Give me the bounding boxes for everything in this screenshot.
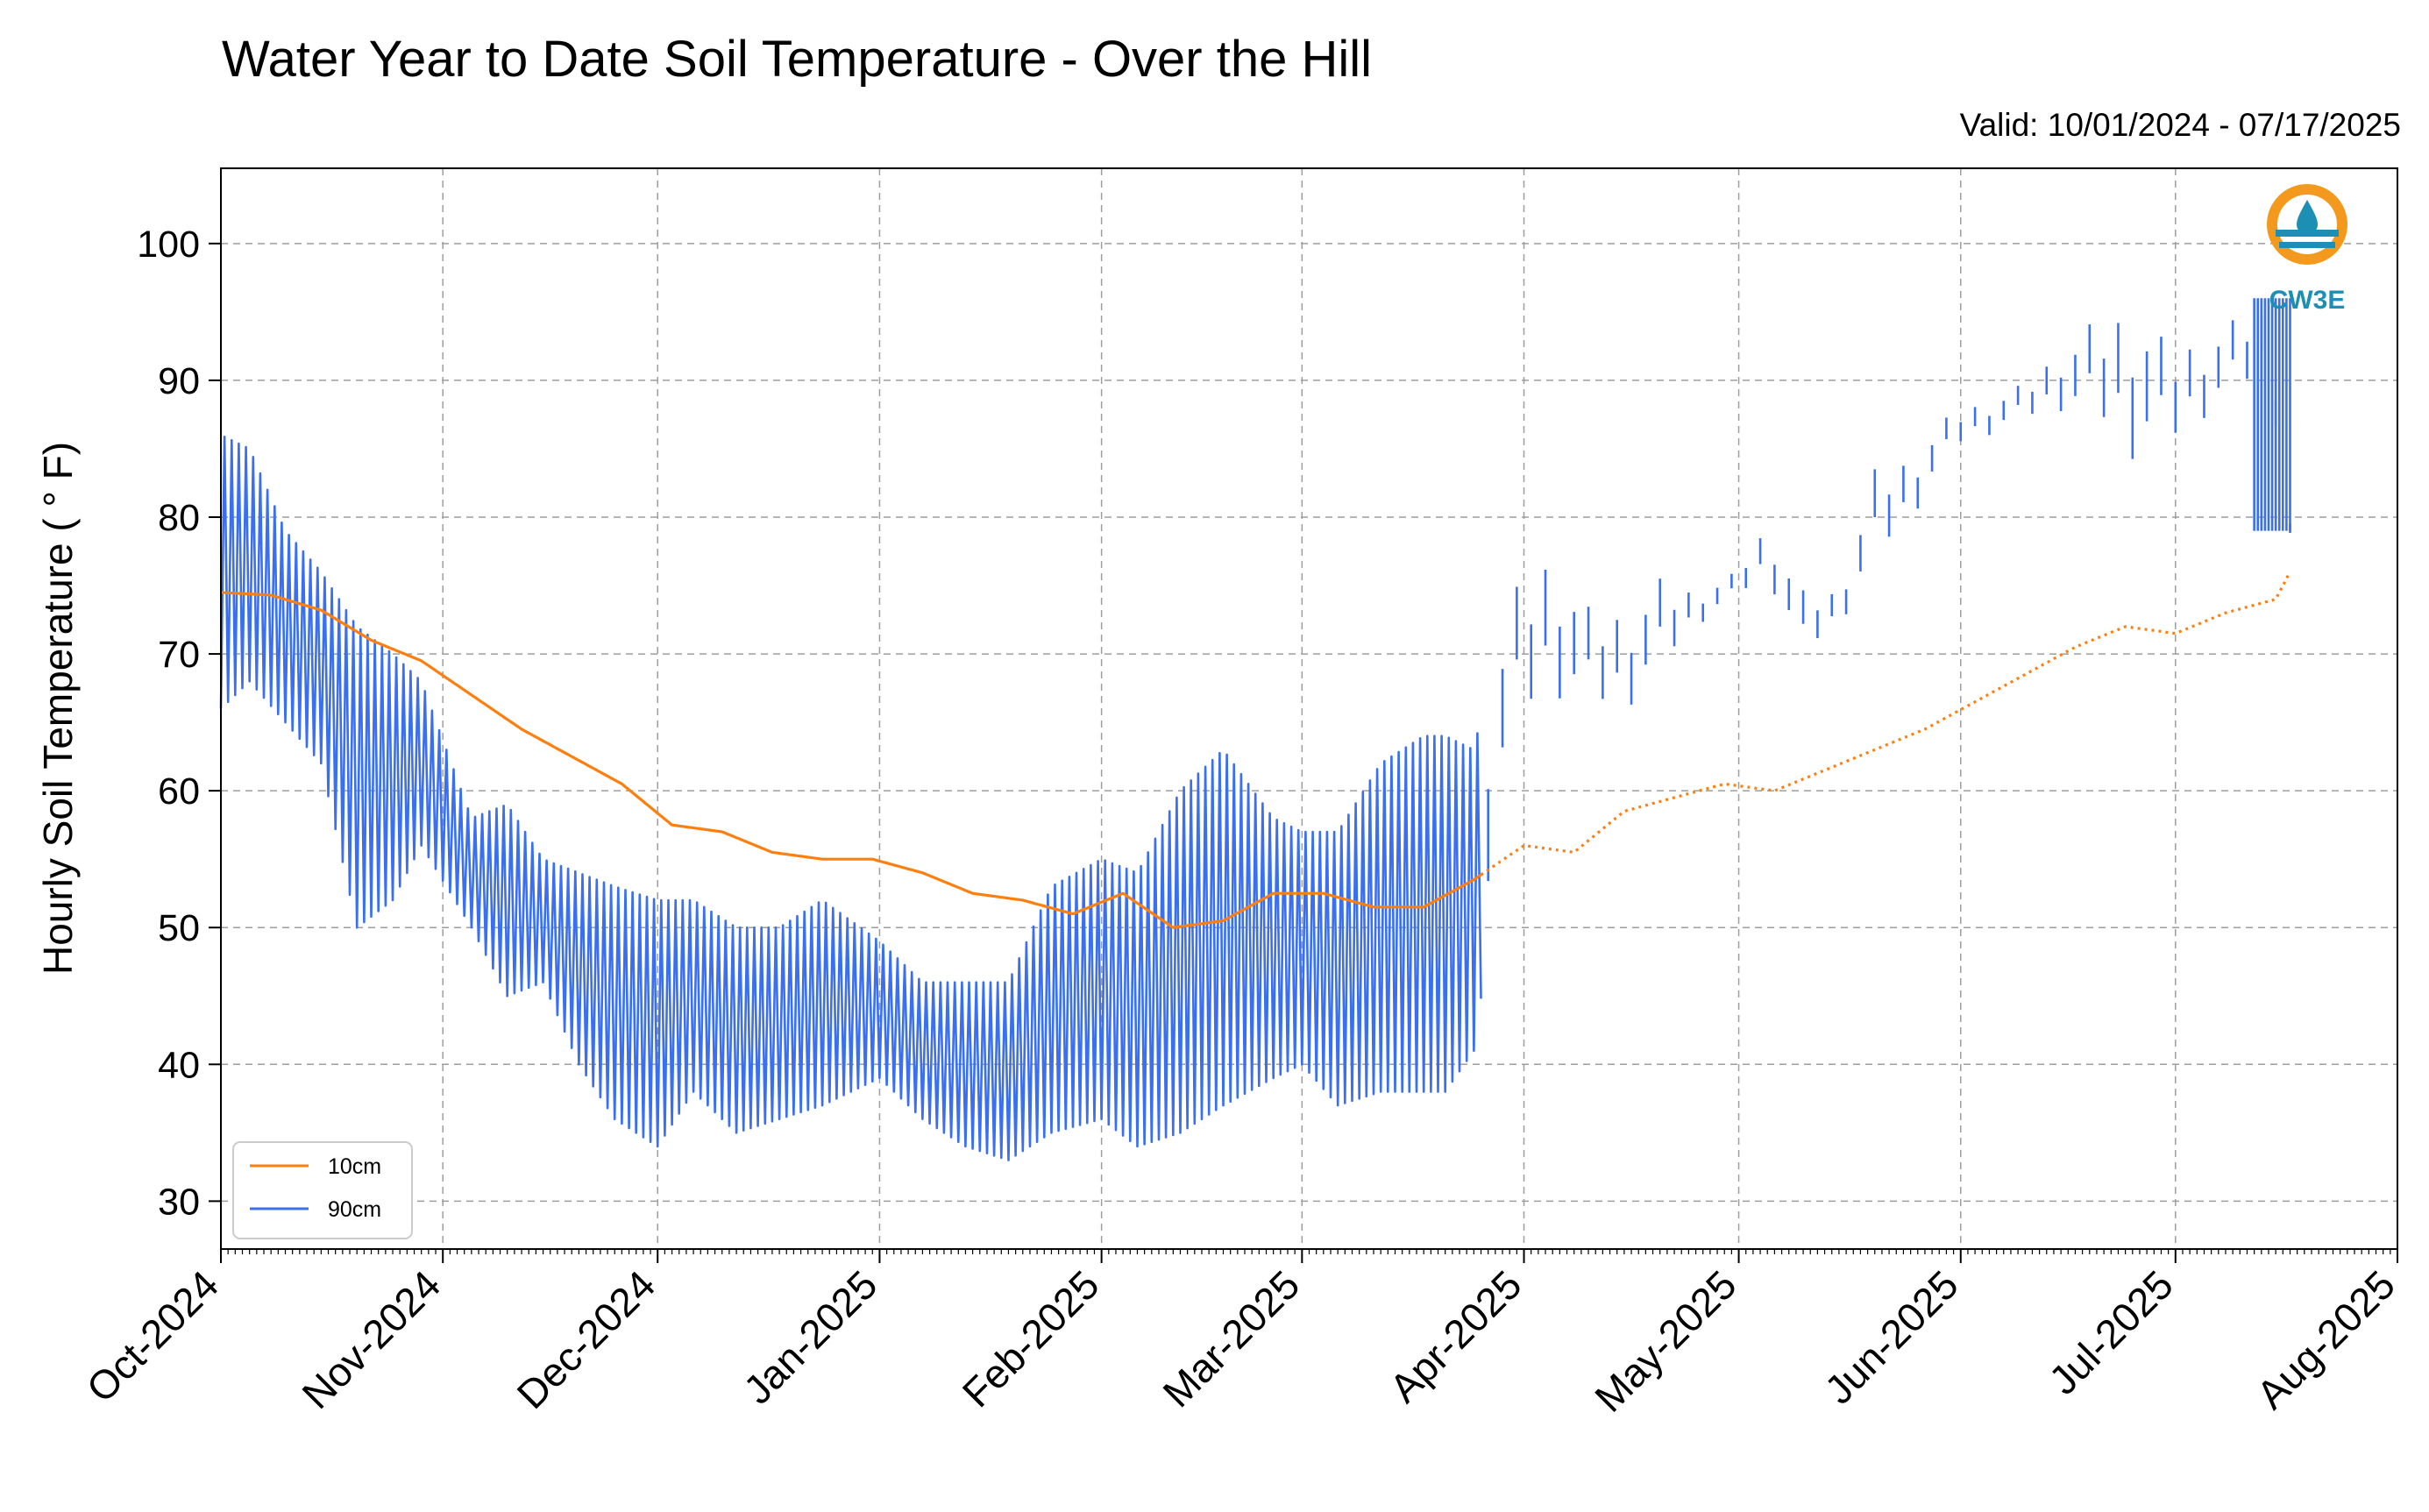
y-axis-label: Hourly Soil Temperature ( ° F) (35, 442, 81, 975)
y-tick-label: 70 (158, 634, 200, 676)
x-tick-label: Aug-2025 (2248, 1261, 2404, 1417)
y-tick-label: 100 (137, 224, 200, 266)
legend: 10cm 90cm (232, 1141, 413, 1239)
y-tick-label: 30 (158, 1181, 200, 1223)
x-tick-label: Jan-2025 (735, 1261, 885, 1412)
x-tick-label: Feb-2025 (954, 1261, 1108, 1416)
y-axis: 30 40 50 60 70 80 90 100 (137, 224, 221, 1223)
line-10cm-sparse (1480, 571, 2291, 877)
y-tick-label: 90 (158, 360, 200, 402)
x-tick-label: Jul-2025 (2040, 1261, 2182, 1403)
x-tick-label: Dec-2024 (508, 1261, 664, 1417)
y-tick-label: 80 (158, 497, 200, 539)
line-10cm (220, 591, 1482, 929)
x-tick-label: May-2025 (1586, 1261, 1744, 1420)
chart-subtitle: Valid: 10/01/2024 - 07/17/2025 (1959, 107, 2401, 143)
line-90cm (219, 435, 1482, 1161)
y-tick-label: 40 (158, 1044, 200, 1086)
x-tick-label: Mar-2025 (1154, 1261, 1308, 1416)
grid (220, 168, 2398, 1249)
cw3e-logo: CW3E (2267, 184, 2347, 315)
legend-box (232, 1141, 413, 1239)
logo-drop-icon (2297, 200, 2318, 235)
legend-label-10cm: 10cm (328, 1154, 381, 1179)
plot-frame (220, 167, 2398, 1250)
logo-wave-2 (2279, 242, 2335, 248)
chart-title: Water Year to Date Soil Temperature - Ov… (222, 31, 1373, 88)
logo-text: CW3E (2269, 286, 2346, 315)
x-tick-label: Apr-2025 (1381, 1261, 1531, 1411)
series-90cm (219, 298, 2291, 1161)
legend-label-90cm: 90cm (328, 1197, 381, 1222)
x-tick-label: Jun-2025 (1815, 1261, 1966, 1412)
series-10cm (220, 571, 2291, 929)
x-tick-label: Nov-2024 (293, 1261, 449, 1417)
y-tick-label: 60 (158, 770, 200, 813)
y-tick-label: 50 (158, 907, 200, 949)
x-axis: Oct-2024 Nov-2024 Dec-2024 Jan-2025 Feb-2025… (78, 1249, 2404, 1421)
x-tick-label: Oct-2024 (78, 1261, 228, 1411)
